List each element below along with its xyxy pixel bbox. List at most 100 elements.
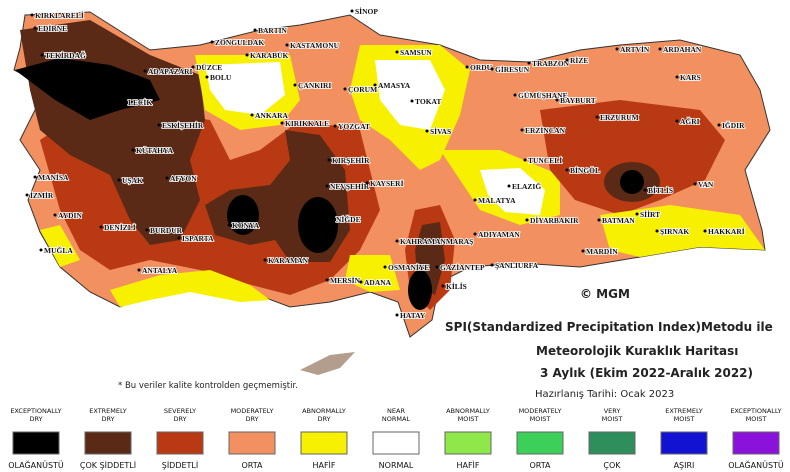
city-label: MANİSA: [38, 172, 69, 182]
legend-bottom-label: ORTA: [529, 461, 551, 470]
city-label: NEVŞEHİR: [330, 181, 370, 191]
city-label: DÜZCE: [196, 63, 222, 72]
city-dot: [490, 263, 494, 267]
city-dot: [245, 53, 249, 57]
city-dot: [615, 47, 619, 51]
city-label: KIRŞEHİR: [332, 155, 370, 165]
city-label: ŞIRNAK: [660, 227, 689, 236]
city-dot: [143, 69, 147, 73]
city-dot: [373, 83, 377, 87]
city-label: AYDIN: [58, 211, 82, 220]
city-label: GAZİANTEP: [440, 262, 485, 272]
city-dot: [597, 218, 601, 222]
city-label: KARABÜK: [250, 51, 289, 60]
city-label: ERZURUM: [600, 113, 639, 122]
city-dot: [280, 121, 284, 125]
city-dot: [395, 50, 399, 54]
city-dot: [507, 184, 511, 188]
city-label: NİĞDE: [336, 214, 361, 224]
city-label: ADANA: [364, 278, 392, 287]
city-label: KARAMAN: [268, 256, 309, 265]
city-label: BATMAN: [602, 216, 635, 225]
city-dot: [325, 278, 329, 282]
legend-top-label: MOIST: [458, 415, 479, 423]
legend-top-label: EXCEPTIONALLY: [730, 407, 781, 415]
legend-top-label: ABNORMALLY: [446, 407, 490, 415]
city-dot: [325, 184, 329, 188]
legend-bottom-label: AŞIRI: [674, 461, 695, 470]
city-dot: [327, 158, 331, 162]
city-label: TRABZON: [532, 59, 570, 68]
city-dot: [527, 61, 531, 65]
city-dot: [395, 239, 399, 243]
city-dot: [33, 175, 37, 179]
city-label: DENİZLİ: [104, 222, 136, 232]
city-label: ESKİŞEHİR: [162, 120, 204, 130]
city-dot: [227, 223, 231, 227]
legend-bottom-label: OLAĞANÜSTÜ: [8, 459, 64, 470]
legend: EXCEPTIONALLY DRY OLAĞANÜSTÜ EXTREMELY DRY ÇO…: [8, 407, 784, 470]
city-label: MERSİN: [330, 275, 361, 285]
city-label: ADIYAMAN: [478, 230, 520, 239]
city-dot: [40, 53, 44, 57]
city-dot: [33, 26, 37, 30]
city-dot: [157, 123, 161, 127]
city-dot: [205, 75, 209, 79]
city-label: HAKKARİ: [708, 226, 745, 236]
legend-swatch: [84, 431, 132, 455]
legend-top-label: DRY: [29, 415, 42, 423]
city-label: KİLİS: [446, 281, 467, 291]
legend-top-label: NEAR: [387, 407, 405, 415]
city-label: ADAPAZARI: [148, 67, 193, 76]
city-dot: [395, 313, 399, 317]
city-label: KONYA: [232, 221, 260, 230]
legend-top-label: ABNORMALLY: [302, 407, 346, 415]
city-label: ARDAHAN: [663, 45, 702, 54]
city-dot: [165, 176, 169, 180]
legend-top-label: MOIST: [746, 415, 767, 423]
city-label: ARTVİN: [620, 44, 650, 54]
city-dot: [717, 123, 721, 127]
legend-bottom-label: ÇOK: [603, 461, 621, 470]
city-label: SİNOP: [355, 6, 378, 16]
city-label: KIRKLARELİ: [35, 10, 84, 20]
city-dot: [473, 198, 477, 202]
city-dot: [25, 193, 29, 197]
date: Hazırlanış Tarihi: Ocak 2023: [535, 389, 674, 400]
city-dot: [131, 148, 135, 152]
city-dot: [365, 181, 369, 185]
legend-bottom-label: ŞİDDETLİ: [162, 460, 199, 470]
city-label: BURDUR: [150, 226, 183, 235]
city-dot: [53, 213, 57, 217]
city-dot: [555, 98, 559, 102]
city-label: VAN: [698, 180, 714, 189]
legend-top-label: NORMAL: [382, 415, 411, 423]
city-dot: [123, 100, 127, 104]
city-dot: [343, 87, 347, 91]
city-dot: [675, 119, 679, 123]
city-label: KIRIKKALE: [285, 119, 329, 128]
city-dot: [137, 268, 141, 272]
city-label: AFYON: [170, 174, 197, 183]
city-label: BOLU: [210, 73, 232, 82]
city-dot: [425, 129, 429, 133]
city-dot: [520, 128, 524, 132]
city-labels: KIRKLARELİ EDİRNE TEKİRDAĞ SİNOP BARTIN ZONGU…: [25, 5, 746, 321]
city-label: AMASYA: [378, 81, 411, 90]
city-dot: [30, 13, 34, 17]
legend-top-label: EXTREMELY: [665, 407, 703, 415]
city-label: TUNCELİ: [528, 155, 562, 165]
city-dot: [383, 265, 387, 269]
legend-top-label: MOIST: [530, 415, 551, 423]
legend-top-label: DRY: [317, 415, 330, 423]
city-dot: [513, 93, 517, 97]
city-label: MUĞLA: [44, 245, 73, 255]
legend-swatch: [228, 431, 276, 455]
city-dot: [595, 115, 599, 119]
city-label: ANKARA: [255, 111, 288, 120]
title-line: Meteorolojik Kuraklık Haritası: [536, 344, 738, 358]
city-dot: [693, 182, 697, 186]
legend-swatch: [516, 431, 564, 455]
city-dot: [523, 158, 527, 162]
